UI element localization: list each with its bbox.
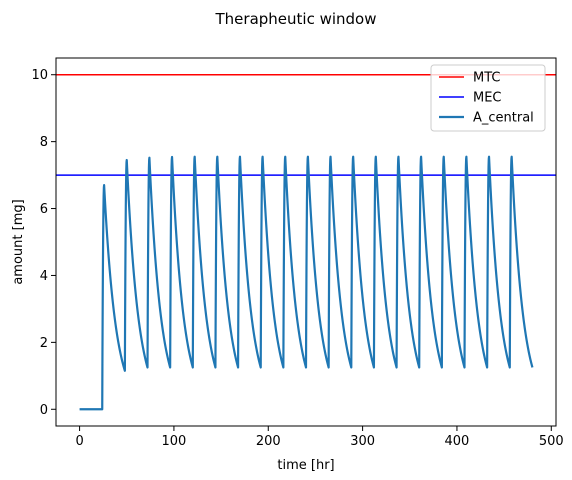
- chart-title: Therapheutic window: [215, 10, 377, 28]
- x-tick-label: 300: [350, 434, 375, 449]
- x-tick-label: 400: [445, 434, 470, 449]
- x-tick-label: 0: [75, 434, 83, 449]
- legend-box: [430, 64, 546, 132]
- y-tick-label: 10: [31, 68, 48, 83]
- legend-label: A_central: [473, 111, 534, 126]
- series-line-a-central: [79, 155, 534, 411]
- plot-frame: [55, 57, 557, 427]
- legend-label: MEC: [473, 91, 502, 106]
- legend-label: MTC: [473, 71, 500, 86]
- x-axis: 0 100 200 300 400 500: [75, 426, 564, 449]
- y-axis-label: amount [mg]: [11, 199, 26, 284]
- y-tick-label: 8: [40, 135, 48, 150]
- y-tick-label: 4: [40, 269, 48, 284]
- y-tick-label: 2: [40, 336, 48, 351]
- x-axis-label: time [hr]: [277, 458, 334, 473]
- x-tick-label: 500: [539, 434, 564, 449]
- legend: MTC MEC A_central: [430, 64, 546, 132]
- y-tick-label: 6: [40, 202, 48, 217]
- y-tick-label: 0: [40, 403, 48, 418]
- x-tick-label: 100: [162, 434, 187, 449]
- x-tick-label: 200: [256, 434, 281, 449]
- y-axis: 0 2 4 6 8 10: [31, 68, 56, 418]
